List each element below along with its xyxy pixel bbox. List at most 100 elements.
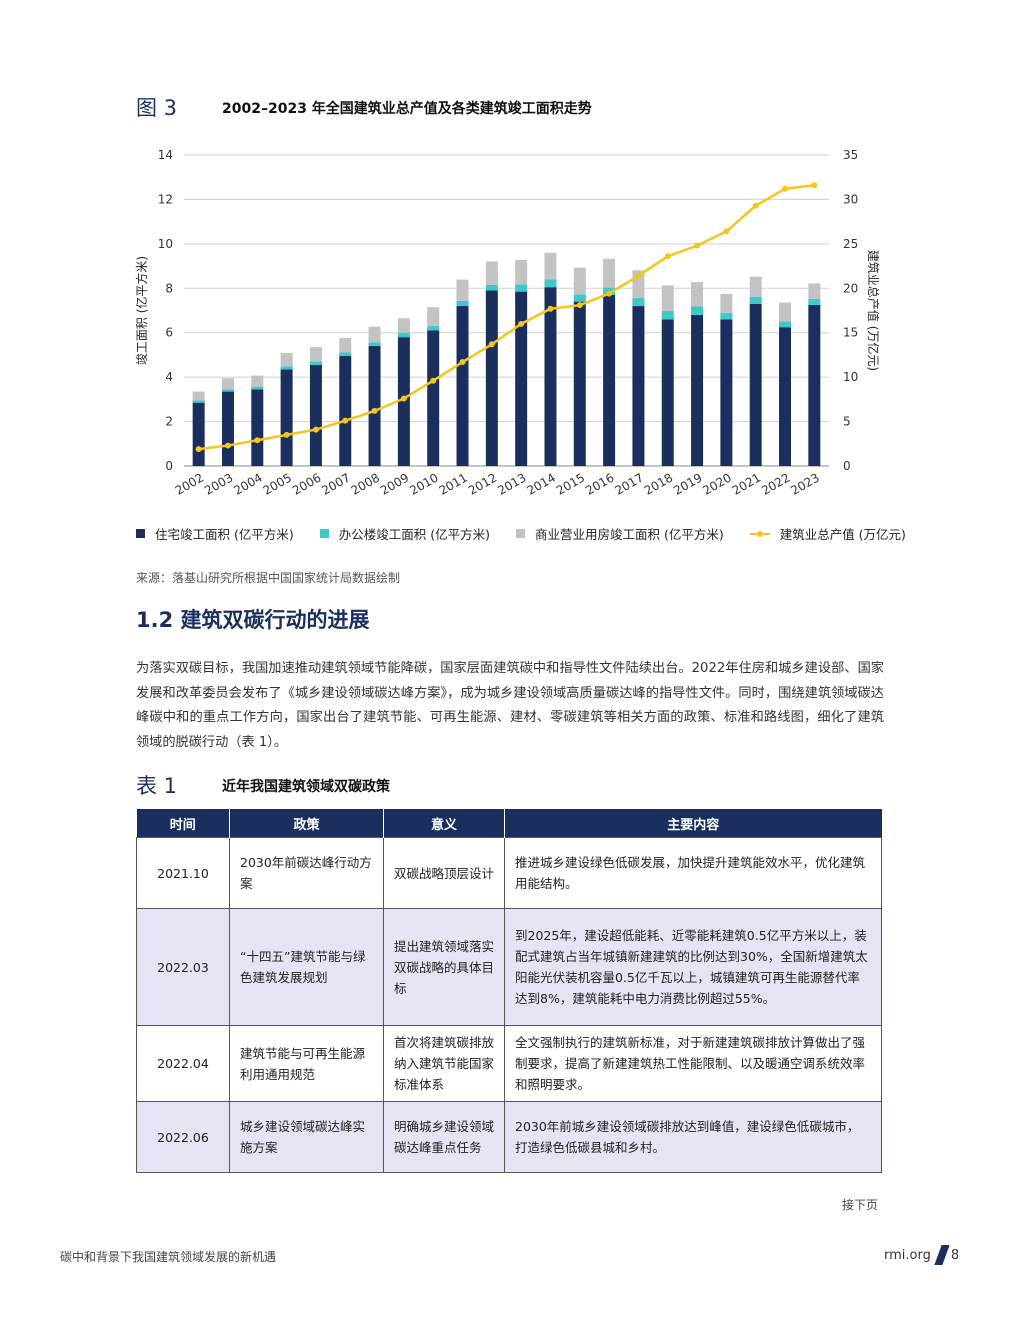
table-row: 2022.04 建筑节能与可再生能源利用通用规范 首次将建筑碳排放纳入建筑节能国… bbox=[136, 1025, 882, 1102]
bar-segment bbox=[573, 267, 586, 295]
output-point bbox=[606, 290, 613, 297]
output-point bbox=[430, 377, 437, 384]
y-right-tick-label: 10 bbox=[843, 370, 858, 384]
cell-time: 2021.10 bbox=[136, 837, 230, 909]
bar-segment bbox=[720, 312, 733, 320]
bar-segment bbox=[661, 319, 674, 466]
bar-segment bbox=[280, 366, 293, 370]
next-page-link[interactable]: 接下页 bbox=[842, 1198, 879, 1212]
y-left-tick-label: 0 bbox=[165, 459, 173, 473]
x-tick-label: 2006 bbox=[290, 470, 323, 497]
bar-segment bbox=[280, 369, 293, 466]
x-tick-label: 2011 bbox=[437, 470, 470, 497]
x-tick-label: 2015 bbox=[554, 470, 587, 497]
figure-title: 2002–2023 年全国建筑业总产值及各类建筑竣工面积走势 bbox=[222, 101, 592, 117]
output-line bbox=[198, 183, 815, 451]
bar-segment bbox=[779, 321, 792, 328]
bar-segment bbox=[779, 327, 792, 466]
chart-legend: 住宅竣工面积 (亿平方米) 办公楼竣工面积 (亿平方米) 商业营业用房竣工面积 … bbox=[136, 524, 916, 543]
bar-segment bbox=[661, 285, 674, 311]
bar-segment bbox=[221, 378, 234, 390]
figure-source: 来源：落基山研究所根据中国国家统计局数据绘制 bbox=[136, 571, 401, 585]
x-tick-label: 2017 bbox=[612, 470, 645, 497]
legend-label: 住宅竣工面积 (亿平方米) bbox=[155, 527, 294, 542]
bar-segment bbox=[309, 364, 322, 466]
x-tick-label: 2022 bbox=[759, 470, 792, 497]
bar-segment bbox=[485, 284, 498, 291]
bar-segment bbox=[456, 306, 469, 466]
output-point bbox=[518, 320, 525, 327]
output-point bbox=[342, 417, 349, 424]
footer-site-link[interactable]: rmi.org bbox=[884, 1247, 931, 1263]
table-header-row: 时间 政策 意义 主要内容 bbox=[136, 809, 882, 838]
cell-policy: 城乡建设领域碳达峰实施方案 bbox=[229, 1101, 384, 1173]
output-point bbox=[195, 446, 202, 453]
table-row: 2021.10 2030年前碳达峰行动方案 双碳战略顶层设计 推进城乡建设绿色低… bbox=[136, 837, 882, 909]
cell-content: 到2025年，建设超低能耗、近零能耗建筑0.5亿平方米以上，装配式建筑占当年城镇… bbox=[504, 908, 882, 1026]
bar-segment bbox=[720, 293, 733, 313]
output-point bbox=[664, 253, 671, 260]
slash-icon bbox=[934, 1245, 950, 1265]
bar-segment bbox=[515, 259, 528, 285]
output-point bbox=[723, 228, 730, 235]
footer-right: rmi.org 8 bbox=[884, 1245, 959, 1265]
bar-segment bbox=[749, 276, 762, 297]
bar-segment bbox=[691, 282, 704, 307]
output-point bbox=[752, 202, 759, 209]
bar-segment bbox=[456, 279, 469, 301]
table-title: 近年我国建筑领域双碳政策 bbox=[222, 779, 390, 795]
bar-segment bbox=[515, 284, 528, 292]
header-policy: 政策 bbox=[229, 809, 384, 838]
output-point bbox=[400, 395, 407, 402]
x-tick-label: 2004 bbox=[231, 470, 264, 497]
cell-policy: 2030年前碳达峰行动方案 bbox=[229, 837, 384, 909]
y-right-tick-label: 0 bbox=[843, 459, 851, 473]
x-tick-label: 2018 bbox=[642, 470, 675, 497]
output-point bbox=[547, 305, 554, 312]
chart: 0 2 4 6 8 10 12 14 0 5 10 15 20 25 30 35 竣工面积 (亿平方米) 建筑业总… bbox=[134, 148, 881, 498]
bar-segment bbox=[192, 402, 205, 466]
section-title: 1.2 建筑双碳行动的进展 bbox=[136, 608, 370, 632]
y-right-tick-label: 15 bbox=[843, 326, 858, 340]
bar-segment bbox=[661, 310, 674, 320]
bar-segment bbox=[427, 330, 440, 466]
bar-segment bbox=[808, 298, 821, 305]
bar-segment bbox=[427, 326, 440, 331]
figure-label: 图 3 bbox=[136, 96, 178, 120]
table-row: 2022.06 城乡建设领域碳达峰实施方案 明确城乡建设领域碳达峰重点任务 20… bbox=[136, 1101, 882, 1173]
bar-segment bbox=[309, 347, 322, 362]
bar-segment bbox=[192, 391, 205, 401]
output-point bbox=[811, 182, 818, 189]
legend-label: 办公楼竣工面积 (亿平方米) bbox=[338, 527, 490, 542]
x-tick-label: 2007 bbox=[319, 470, 352, 497]
output-point bbox=[254, 437, 261, 444]
bar-segment bbox=[808, 304, 821, 466]
x-tick-label: 2009 bbox=[378, 470, 411, 497]
y-right-axis-label: 建筑业总产值 (万亿元) bbox=[866, 250, 881, 371]
cell-policy: 建筑节能与可再生能源利用通用规范 bbox=[229, 1025, 384, 1102]
legend-item-residential: 住宅竣工面积 (亿平方米) bbox=[136, 524, 294, 543]
bar-segment bbox=[397, 337, 410, 466]
bar-segment bbox=[456, 300, 469, 307]
legend-label: 建筑业总产值 (万亿元) bbox=[779, 527, 906, 542]
table-label: 表 1 bbox=[136, 774, 178, 798]
bar-segment bbox=[339, 338, 352, 353]
output-point bbox=[224, 442, 231, 449]
bar-segment bbox=[368, 326, 381, 343]
bar-segment bbox=[485, 290, 498, 466]
x-tick-label: 2008 bbox=[349, 470, 382, 497]
y-left-tick-label: 10 bbox=[158, 237, 173, 251]
bar-segment bbox=[280, 352, 293, 367]
bar-segment bbox=[397, 332, 410, 338]
legend-swatch bbox=[319, 529, 329, 538]
output-point bbox=[283, 431, 290, 438]
bar-segment bbox=[251, 386, 264, 390]
table-row: 2022.03 “十四五”建筑节能与绿色建筑发展规划 提出建筑领域落实双碳战略的… bbox=[136, 908, 882, 1026]
x-tick-label: 2020 bbox=[700, 470, 733, 497]
bar-segment bbox=[779, 302, 792, 322]
y-left-tick-label: 12 bbox=[158, 192, 173, 206]
y-left-axis-label: 竣工面积 (亿平方米) bbox=[134, 256, 149, 365]
bar-segment bbox=[603, 258, 616, 288]
output-point bbox=[488, 341, 495, 348]
x-tick-label: 2010 bbox=[407, 470, 440, 497]
